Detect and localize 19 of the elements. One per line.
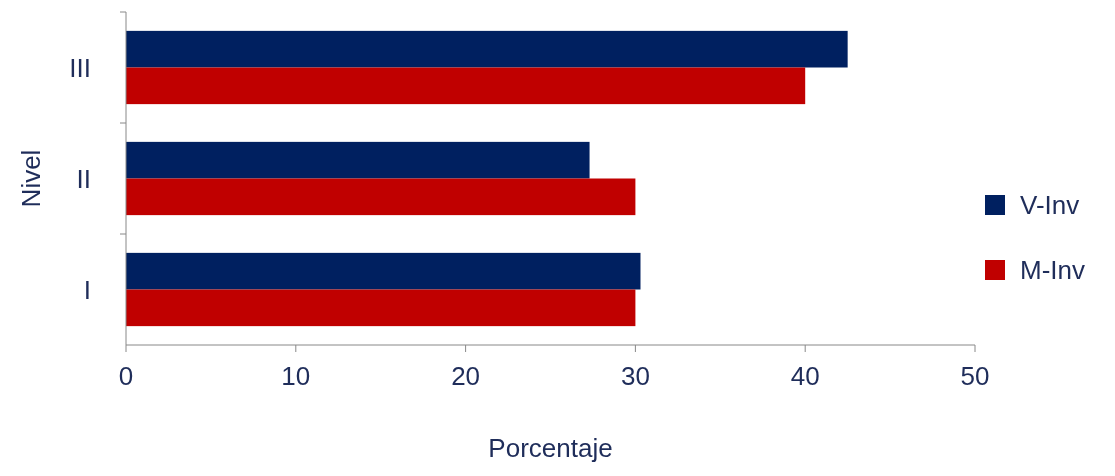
x-tick-label: 30	[620, 361, 650, 391]
bar	[126, 252, 641, 290]
legend-label: V-Inv	[1020, 190, 1080, 220]
bar	[126, 30, 848, 68]
y-tick-label: II	[76, 163, 91, 194]
x-tick-label: 0	[118, 361, 134, 391]
y-tick-label: III	[69, 52, 91, 83]
legend-label: M-Inv	[1020, 255, 1085, 285]
x-tick-label: 20	[451, 361, 481, 391]
x-tick-label: 50	[960, 361, 990, 391]
bar	[126, 178, 636, 216]
bar	[126, 289, 636, 327]
y-axis-title: Nivel	[16, 149, 46, 208]
x-tick-label: 40	[790, 361, 820, 391]
bar	[126, 67, 806, 105]
x-axis-title: Porcentaje	[488, 433, 613, 463]
y-tick-label: I	[83, 274, 91, 305]
bar	[126, 141, 590, 179]
x-tick-label: 10	[281, 361, 311, 391]
